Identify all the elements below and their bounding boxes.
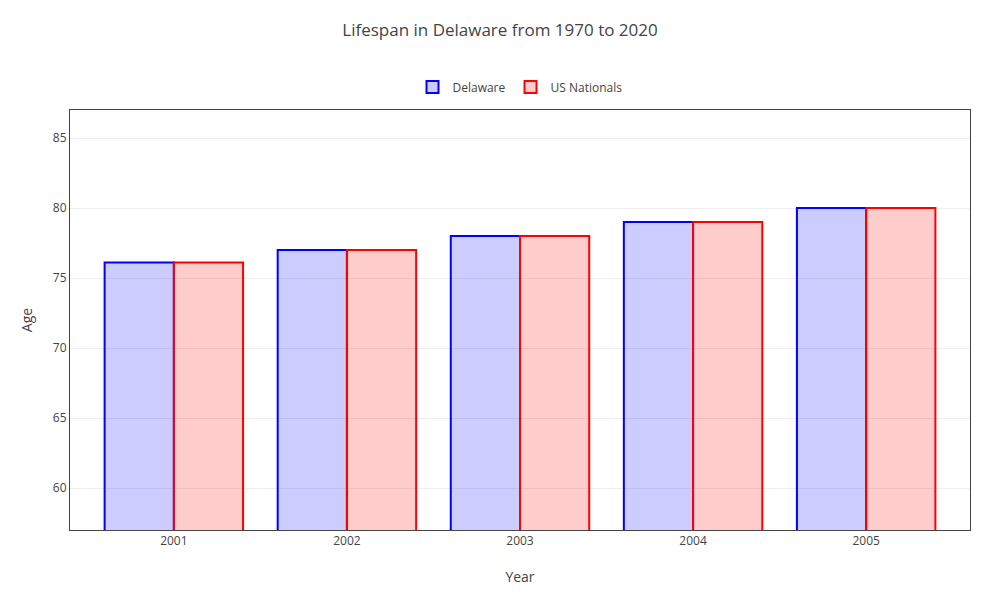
svg-text:65: 65 — [53, 409, 67, 426]
svg-text:2002: 2002 — [333, 532, 361, 549]
svg-text:80: 80 — [53, 199, 67, 216]
svg-text:60: 60 — [53, 479, 67, 496]
svg-text:Age: Age — [17, 308, 36, 332]
svg-text:Lifespan in Delaware from 1970: Lifespan in Delaware from 1970 to 2020 — [342, 18, 657, 41]
svg-text:2001: 2001 — [160, 532, 187, 549]
svg-text:US Nationals: US Nationals — [551, 79, 623, 96]
svg-text:85: 85 — [53, 129, 67, 146]
svg-text:75: 75 — [53, 269, 67, 286]
svg-text:2003: 2003 — [506, 532, 534, 549]
svg-text:70: 70 — [53, 339, 67, 356]
svg-text:2004: 2004 — [679, 532, 707, 549]
svg-text:Delaware: Delaware — [453, 79, 506, 96]
svg-text:Year: Year — [505, 567, 534, 586]
svg-text:2005: 2005 — [852, 532, 880, 549]
